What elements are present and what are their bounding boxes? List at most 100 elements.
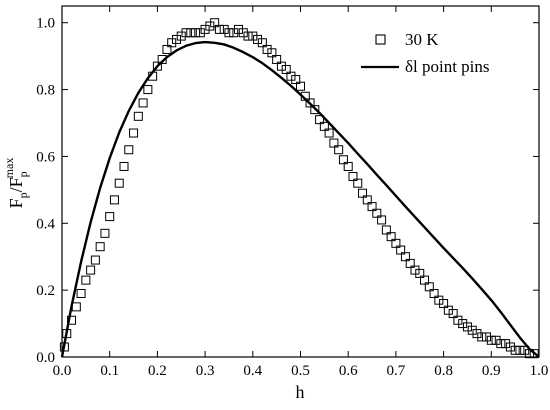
data-point-30k	[233, 24, 243, 34]
data-point-30k	[167, 38, 177, 48]
x-tick-label: 0.3	[196, 363, 215, 379]
data-point-30k	[410, 265, 420, 275]
data-point-30k	[109, 195, 119, 205]
data-point-30k	[420, 275, 430, 285]
data-point-30k	[181, 28, 191, 38]
data-point-30k	[529, 349, 539, 359]
data-point-30k	[472, 329, 482, 339]
y-axis-title-sub1: p	[16, 192, 30, 198]
data-point-30k	[429, 288, 439, 298]
data-point-30k	[510, 345, 520, 355]
data-point-30k	[353, 178, 363, 188]
y-tick-label: 1.0	[36, 16, 55, 32]
data-point-30k	[238, 28, 248, 38]
x-tick-label: 1.0	[530, 363, 549, 379]
data-point-30k	[281, 65, 291, 75]
data-point-30k	[396, 245, 406, 255]
data-point-30k	[362, 195, 372, 205]
y-tick-label: 0.0	[36, 350, 55, 366]
data-point-30k	[86, 265, 96, 275]
y-axis-title-sep: /F	[6, 177, 26, 192]
x-tick-label: 0.0	[53, 363, 72, 379]
legend: 30 K δl point pins	[361, 30, 490, 76]
x-ticks: 0.0 0.1 0.2 0.3 0.4 0.5 0.6 0.7 0.8 0.9 1.0	[53, 6, 549, 379]
y-axis-title-main: F	[6, 198, 26, 208]
x-tick-label: 0.8	[434, 363, 453, 379]
series-markers	[59, 18, 539, 359]
data-point-30k	[124, 145, 134, 155]
data-point-30k	[338, 155, 348, 165]
data-point-30k	[486, 335, 496, 345]
data-point-30k	[253, 34, 263, 44]
y-tick-label: 0.2	[36, 283, 55, 299]
data-point-30k	[424, 282, 434, 292]
data-point-30k	[343, 161, 353, 171]
data-point-30k	[453, 315, 463, 325]
data-point-30k	[195, 28, 205, 38]
data-point-30k	[90, 255, 100, 265]
data-point-30k	[315, 115, 325, 125]
x-tick-label: 0.6	[339, 363, 358, 379]
data-point-30k	[377, 215, 387, 225]
data-point-30k	[329, 138, 339, 148]
data-point-30k	[257, 38, 267, 48]
data-point-30k	[381, 225, 391, 235]
y-axis-title-sub2: p	[16, 171, 30, 177]
data-point-30k	[81, 275, 91, 285]
data-point-30k	[405, 258, 415, 268]
data-point-30k	[262, 44, 272, 54]
y-tick-label: 0.8	[36, 83, 55, 99]
data-point-30k	[219, 24, 229, 34]
data-point-30k	[243, 31, 253, 41]
data-point-30k	[176, 31, 186, 41]
data-point-30k	[467, 325, 477, 335]
data-point-30k	[491, 335, 501, 345]
data-point-30k	[267, 48, 277, 58]
data-point-30k	[358, 188, 368, 198]
x-tick-label: 0.2	[148, 363, 167, 379]
data-point-30k	[496, 339, 506, 349]
data-point-30k	[391, 238, 401, 248]
data-point-30k	[224, 28, 234, 38]
data-point-30k	[415, 268, 425, 278]
data-point-30k	[205, 21, 215, 31]
x-axis-title: h	[296, 382, 305, 402]
data-point-30k	[114, 178, 124, 188]
y-axis-title-sup: max	[2, 158, 16, 179]
data-point-30k	[276, 61, 286, 71]
data-point-30k	[138, 98, 148, 108]
data-point-30k	[100, 228, 110, 238]
data-point-30k	[372, 208, 382, 218]
line-point-pins	[60, 40, 540, 358]
y-tick-label: 0.4	[36, 216, 55, 232]
data-point-30k	[76, 288, 86, 298]
legend-label-30k: 30 K	[405, 30, 439, 49]
x-tick-label: 0.7	[387, 363, 406, 379]
data-point-30k	[443, 305, 453, 315]
data-point-30k	[501, 339, 511, 349]
data-point-30k	[367, 202, 377, 212]
data-point-30k	[462, 322, 472, 332]
legend-label-pins: δl point pins	[405, 57, 490, 76]
data-point-30k	[71, 302, 81, 312]
data-point-30k	[310, 105, 320, 115]
x-tick-label: 0.4	[243, 363, 262, 379]
data-point-30k	[272, 54, 282, 64]
data-point-30k	[162, 44, 172, 54]
data-point-30k	[133, 111, 143, 121]
data-point-30k	[296, 81, 305, 91]
data-point-30k	[152, 61, 162, 71]
data-point-30k	[200, 24, 210, 34]
y-axis-title: Fp/Fpmax	[2, 158, 30, 209]
data-point-30k	[305, 98, 315, 108]
data-point-30k	[434, 295, 444, 305]
data-point-30k	[458, 319, 468, 329]
data-point-30k	[210, 18, 220, 28]
data-point-30k	[482, 332, 492, 342]
data-point-30k	[439, 299, 449, 309]
data-point-30k	[520, 345, 530, 355]
data-point-30k	[477, 332, 487, 342]
data-point-30k	[191, 28, 201, 38]
data-point-30k	[505, 342, 515, 352]
